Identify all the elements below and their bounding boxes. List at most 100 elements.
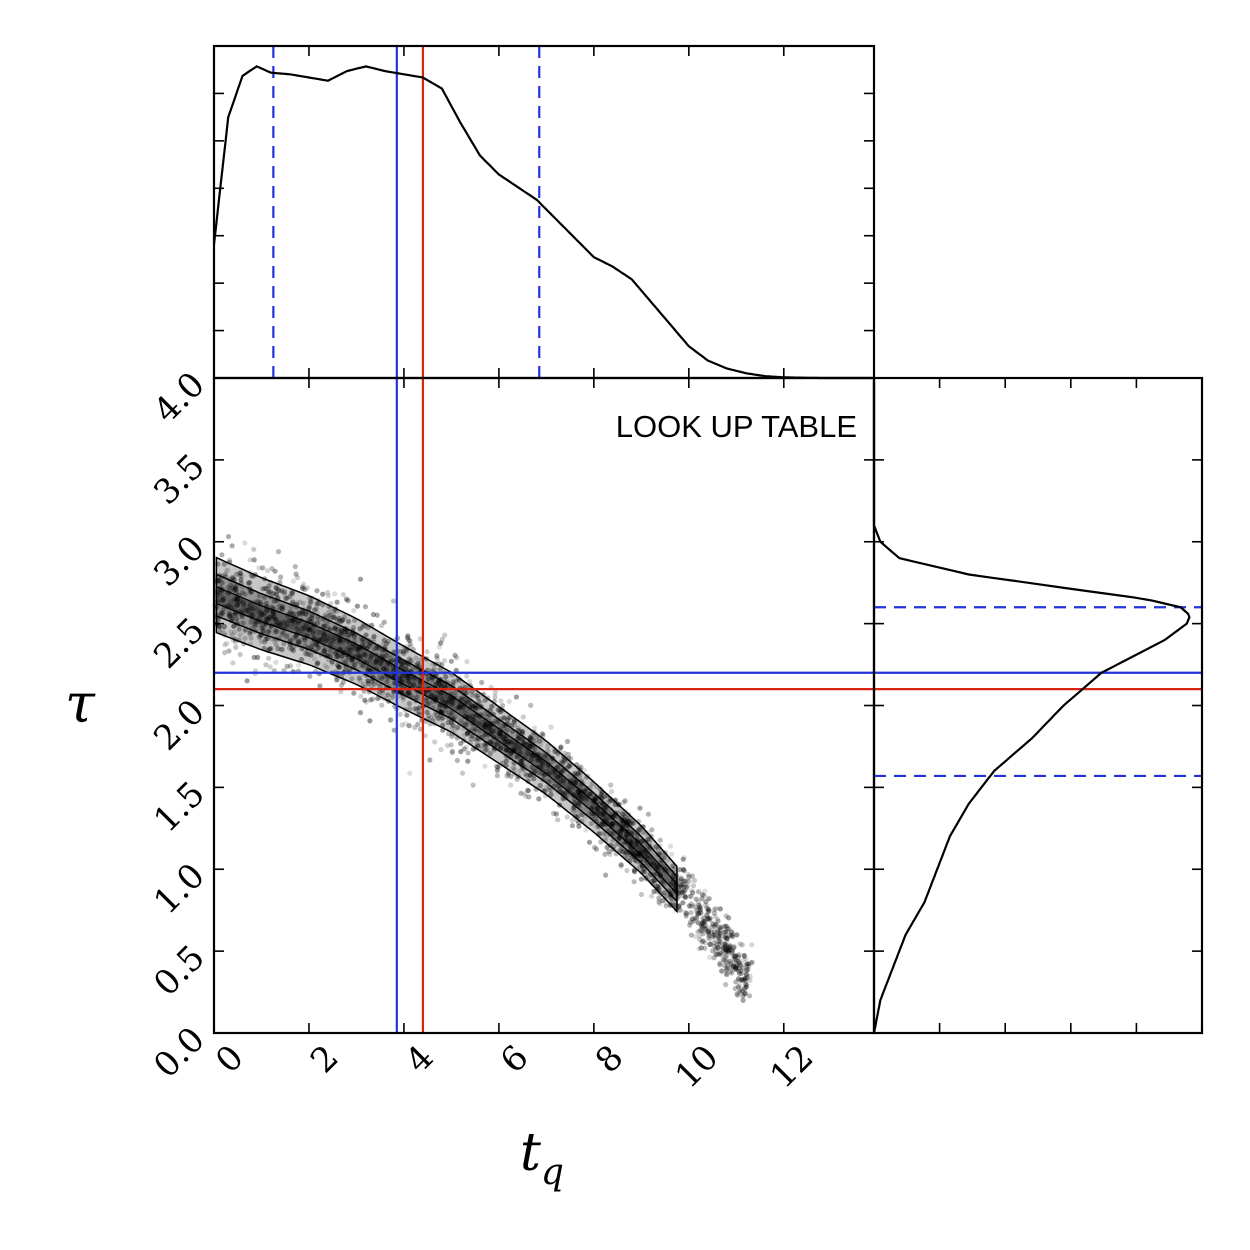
scatter-point — [687, 903, 694, 910]
scatter-point — [537, 782, 543, 789]
scatter-point — [339, 653, 345, 659]
scatter-point — [614, 814, 620, 820]
scatter-point — [523, 764, 530, 770]
scatter-point — [400, 648, 406, 655]
scatter-point — [676, 884, 682, 890]
scatter-point — [475, 691, 481, 698]
scatter-point — [725, 962, 731, 969]
scatter-point — [434, 694, 440, 701]
scatter-point — [398, 661, 405, 667]
scatter-point — [248, 619, 254, 625]
scatter-point — [711, 955, 717, 961]
scatter-point — [276, 603, 282, 609]
scatter-point — [363, 672, 369, 678]
scatter-point — [256, 634, 262, 640]
scatter-point — [711, 940, 717, 946]
scatter-point — [327, 641, 334, 647]
scatter-point — [649, 881, 656, 887]
scatter-point — [293, 615, 299, 621]
scatter-point — [263, 620, 269, 626]
scatter-point — [532, 746, 538, 752]
scatter-point — [234, 594, 240, 601]
scatter-point — [436, 644, 442, 650]
scatter-point — [591, 810, 597, 817]
scatter-point — [686, 903, 692, 909]
scatter-point — [226, 608, 232, 614]
scatter-point — [290, 610, 296, 617]
scatter-point — [627, 857, 633, 864]
scatter-point — [375, 695, 381, 702]
scatter-point — [697, 909, 703, 915]
scatter-point — [430, 677, 436, 683]
scatter-point — [379, 681, 386, 687]
scatter-point — [678, 874, 684, 880]
scatter-point — [737, 977, 743, 984]
scatter-point — [340, 592, 346, 598]
scatter-point — [479, 704, 485, 710]
scatter-point — [271, 638, 277, 644]
scatter-point — [366, 689, 372, 695]
scatter-point — [303, 611, 309, 617]
scatter-point — [715, 944, 721, 951]
scatter-point — [255, 599, 261, 605]
scatter-point — [747, 973, 753, 979]
scatter-point — [553, 782, 559, 788]
scatter-point — [739, 988, 745, 994]
scatter-point — [360, 663, 366, 669]
scatter-point — [323, 653, 329, 659]
scatter-point — [482, 717, 488, 723]
scatter-point — [324, 653, 330, 659]
scatter-point — [448, 742, 454, 748]
scatter-point — [326, 609, 332, 616]
scatter-point — [485, 695, 491, 701]
scatter-point — [287, 610, 293, 616]
scatter-point — [321, 648, 327, 654]
scatter-point — [717, 931, 723, 938]
scatter-point — [350, 628, 356, 634]
scatter-point — [717, 950, 723, 956]
scatter-point — [453, 678, 459, 684]
scatter-point — [729, 970, 735, 976]
scatter-point — [681, 868, 687, 874]
scatter-point — [379, 653, 385, 659]
scatter-point — [242, 591, 248, 597]
scatter-point — [737, 987, 743, 993]
scatter-point — [534, 733, 540, 739]
scatter-point — [271, 614, 277, 620]
scatter-point — [714, 939, 720, 945]
scatter-point — [564, 794, 570, 800]
scatter-point — [336, 639, 342, 645]
scatter-point — [309, 640, 316, 646]
scatter-point — [302, 608, 308, 614]
scatter-point — [700, 916, 706, 922]
scatter-point — [350, 630, 356, 637]
scatter-point — [438, 709, 444, 715]
scatter-point — [604, 820, 611, 827]
scatter-point — [432, 696, 438, 703]
scatter-point — [578, 764, 584, 770]
scatter-point — [440, 727, 446, 733]
scatter-point — [617, 835, 623, 841]
scatter-point — [614, 836, 620, 842]
scatter-point — [287, 593, 293, 600]
scatter-point — [635, 850, 641, 857]
scatter-point — [222, 571, 228, 578]
scatter-point — [359, 645, 365, 651]
scatter-point — [528, 737, 534, 743]
scatter-point — [610, 814, 616, 820]
scatter-point — [583, 806, 589, 812]
scatter-point — [635, 827, 641, 833]
scatter-point — [581, 787, 588, 793]
scatter-point — [450, 722, 456, 729]
scatter-point — [704, 912, 710, 918]
scatter-point — [302, 625, 308, 631]
scatter-point — [575, 795, 581, 801]
scatter-point — [336, 664, 343, 671]
scatter-point — [383, 667, 389, 673]
scatter-point — [315, 660, 321, 666]
scatter-point — [332, 626, 338, 632]
scatter-point — [402, 659, 409, 665]
scatter-point — [433, 698, 439, 705]
scatter-point — [277, 579, 283, 585]
scatter-point — [597, 794, 603, 800]
